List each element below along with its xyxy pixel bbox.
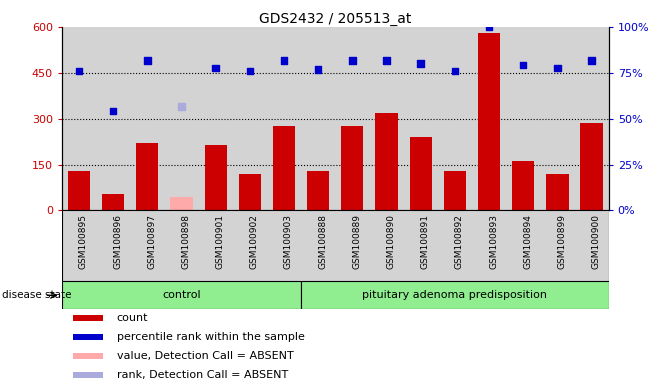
Point — [518, 62, 529, 68]
Text: GSM100891: GSM100891 — [421, 214, 430, 269]
FancyBboxPatch shape — [62, 281, 301, 309]
Bar — [409, 137, 432, 210]
Text: GSM100899: GSM100899 — [557, 214, 566, 269]
Point — [142, 58, 152, 64]
Bar — [73, 316, 103, 321]
Point — [450, 68, 460, 74]
Text: rank, Detection Call = ABSENT: rank, Detection Call = ABSENT — [117, 370, 288, 380]
Bar — [581, 123, 603, 210]
Bar — [73, 353, 103, 359]
FancyBboxPatch shape — [301, 281, 609, 309]
Point — [484, 24, 494, 30]
Text: GSM100903: GSM100903 — [284, 214, 293, 269]
Text: pituitary adenoma predisposition: pituitary adenoma predisposition — [363, 290, 547, 300]
Point — [74, 68, 84, 74]
Text: percentile rank within the sample: percentile rank within the sample — [117, 332, 305, 342]
Text: GSM100895: GSM100895 — [79, 214, 88, 269]
Text: GSM100896: GSM100896 — [113, 214, 122, 269]
Text: count: count — [117, 313, 148, 323]
Bar — [444, 170, 466, 210]
Bar — [102, 194, 124, 210]
Text: GSM100890: GSM100890 — [387, 214, 396, 269]
Text: GSM100894: GSM100894 — [523, 214, 533, 269]
Point — [210, 65, 221, 71]
Text: GSM100893: GSM100893 — [489, 214, 498, 269]
FancyBboxPatch shape — [62, 210, 609, 281]
Point — [587, 58, 597, 64]
Bar — [341, 126, 363, 210]
Text: GSM100901: GSM100901 — [215, 214, 225, 269]
Point — [245, 68, 255, 74]
Point — [347, 58, 357, 64]
Bar — [136, 143, 158, 210]
Bar — [73, 334, 103, 340]
Text: GSM100897: GSM100897 — [147, 214, 156, 269]
Bar — [204, 145, 227, 210]
Bar — [546, 174, 568, 210]
Bar — [273, 126, 295, 210]
Bar — [239, 174, 261, 210]
Point — [381, 58, 392, 64]
Text: GSM100892: GSM100892 — [455, 214, 464, 269]
Text: GSM100902: GSM100902 — [250, 214, 259, 269]
Text: GSM100889: GSM100889 — [352, 214, 361, 269]
Bar — [512, 162, 534, 210]
Text: GSM100888: GSM100888 — [318, 214, 327, 269]
Text: value, Detection Call = ABSENT: value, Detection Call = ABSENT — [117, 351, 294, 361]
Text: GSM100898: GSM100898 — [182, 214, 191, 269]
Bar — [73, 372, 103, 377]
Point — [415, 61, 426, 67]
Text: disease state: disease state — [2, 290, 72, 300]
Bar — [478, 33, 500, 210]
Text: control: control — [162, 290, 201, 300]
Point — [176, 103, 187, 109]
Point — [108, 108, 118, 114]
Point — [552, 65, 562, 71]
Bar — [307, 170, 329, 210]
Bar — [376, 113, 398, 210]
Text: GSM100900: GSM100900 — [592, 214, 601, 269]
Bar — [68, 170, 90, 210]
Title: GDS2432 / 205513_at: GDS2432 / 205513_at — [259, 12, 411, 26]
Bar — [171, 197, 193, 210]
Point — [313, 67, 324, 73]
Point — [279, 58, 289, 64]
